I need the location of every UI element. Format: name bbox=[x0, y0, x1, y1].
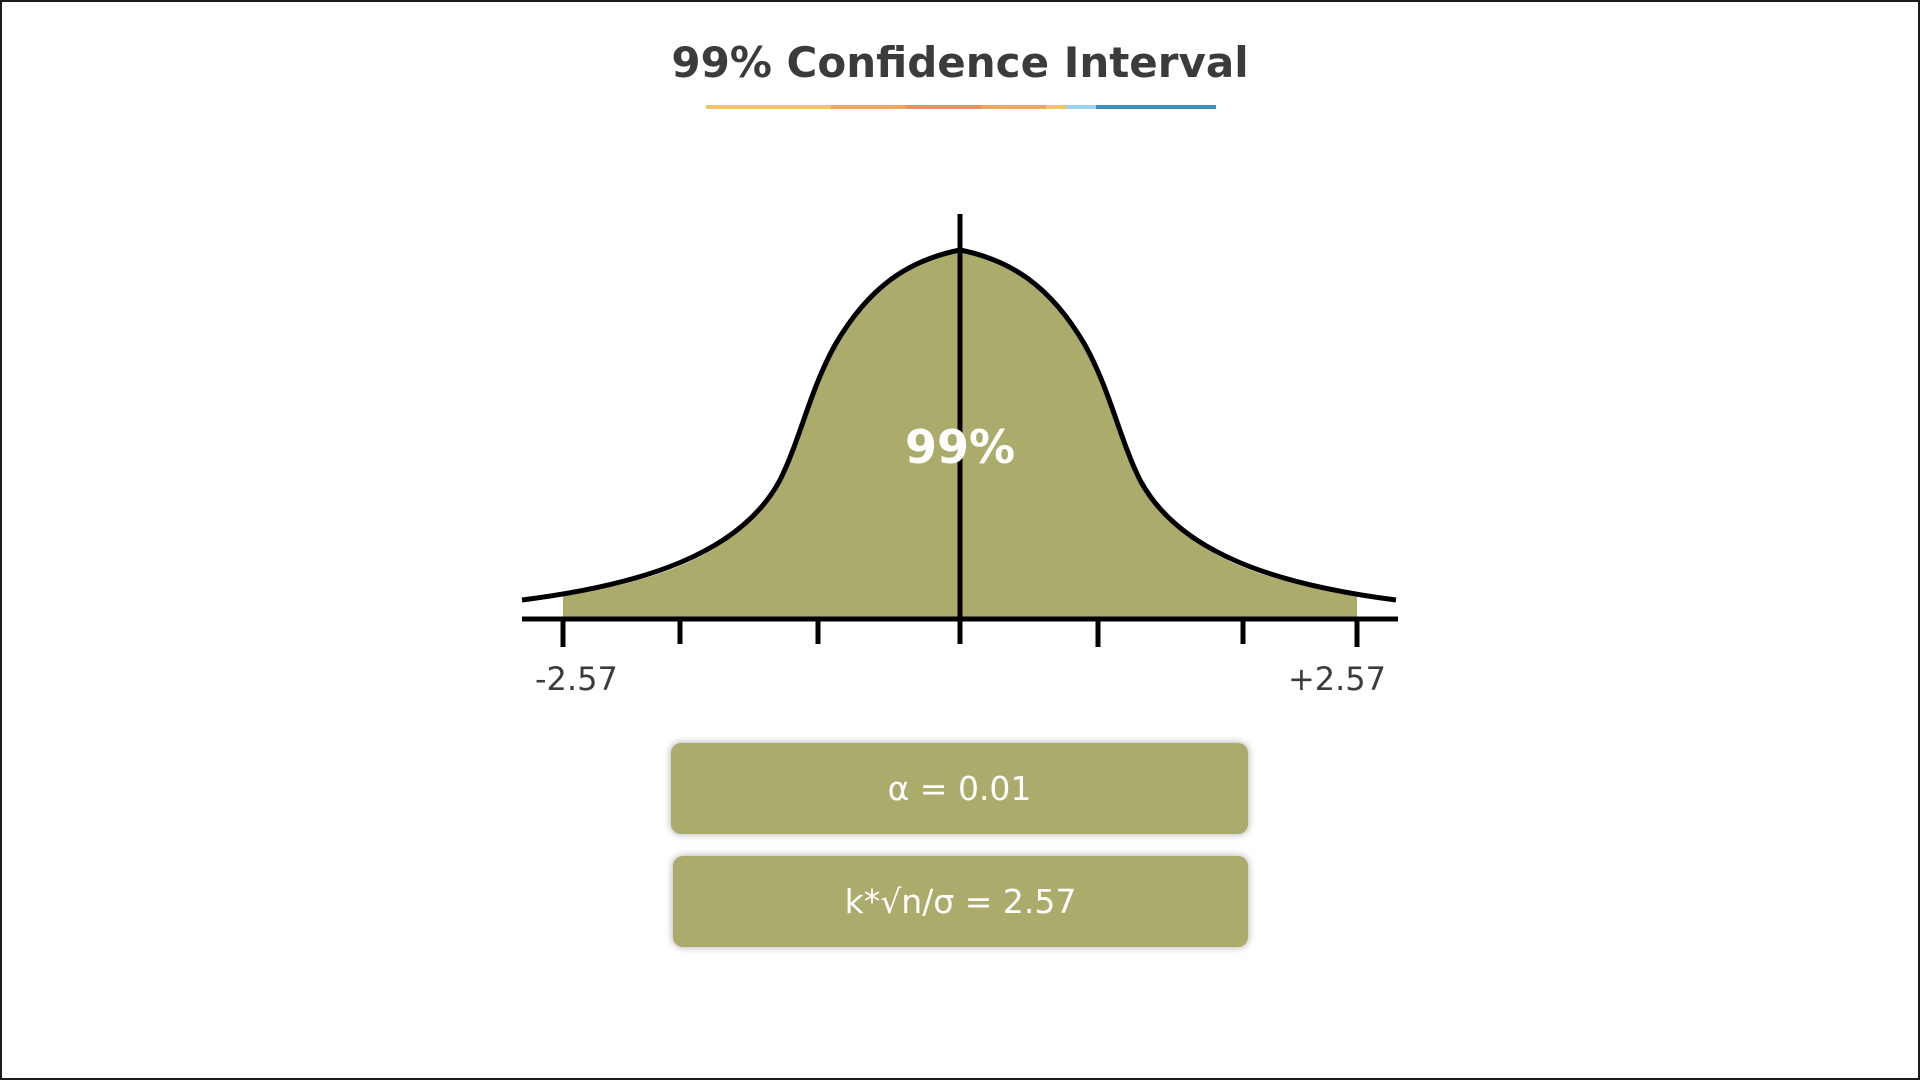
underline-segment bbox=[1046, 105, 1066, 109]
underline-segment bbox=[1096, 105, 1216, 109]
underline-segment bbox=[831, 105, 906, 109]
k-formula-value: k*√n/σ = 2.57 bbox=[844, 882, 1077, 921]
underline-segment bbox=[706, 105, 831, 109]
tick-label-right: +2.57 bbox=[1287, 660, 1386, 698]
confidence-percent-label: 99% bbox=[904, 420, 1016, 474]
alpha-box: α = 0.01 bbox=[671, 743, 1248, 834]
underline-segment bbox=[1066, 105, 1096, 109]
k-formula-box: k*√n/σ = 2.57 bbox=[673, 856, 1248, 947]
underline-segment bbox=[906, 105, 981, 109]
page-title: 99% Confidence Interval bbox=[671, 38, 1249, 87]
title-underline bbox=[706, 105, 1216, 109]
alpha-value: α = 0.01 bbox=[887, 769, 1032, 808]
underline-segment bbox=[981, 105, 1046, 109]
tick-label-left: -2.57 bbox=[535, 660, 618, 698]
axis-ticks bbox=[560, 619, 1360, 647]
